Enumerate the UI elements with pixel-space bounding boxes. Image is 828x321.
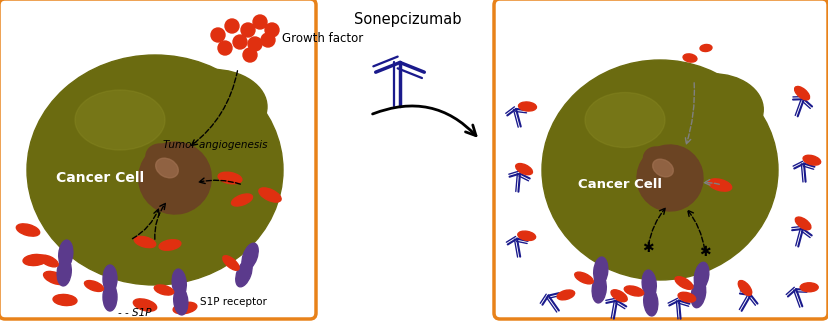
- Text: Cancer Cell: Cancer Cell: [577, 178, 662, 192]
- Ellipse shape: [642, 270, 656, 298]
- Ellipse shape: [652, 159, 672, 177]
- Text: Sonepcizumab: Sonepcizumab: [354, 12, 461, 27]
- FancyBboxPatch shape: [493, 0, 827, 319]
- Ellipse shape: [75, 90, 165, 150]
- FancyArrowPatch shape: [372, 106, 475, 136]
- Ellipse shape: [542, 60, 777, 280]
- Circle shape: [248, 37, 262, 51]
- Ellipse shape: [134, 236, 156, 247]
- Ellipse shape: [682, 54, 696, 62]
- Ellipse shape: [138, 142, 211, 214]
- Ellipse shape: [133, 299, 156, 311]
- Text: Growth factor: Growth factor: [282, 31, 363, 45]
- Ellipse shape: [103, 283, 117, 311]
- Ellipse shape: [794, 217, 810, 230]
- Text: S1P receptor: S1P receptor: [200, 297, 267, 307]
- Ellipse shape: [156, 158, 178, 178]
- Ellipse shape: [738, 281, 751, 295]
- Ellipse shape: [40, 255, 58, 267]
- Ellipse shape: [235, 260, 252, 287]
- Ellipse shape: [574, 272, 593, 284]
- Ellipse shape: [218, 172, 242, 184]
- Ellipse shape: [27, 55, 282, 285]
- Ellipse shape: [242, 243, 258, 270]
- Ellipse shape: [556, 290, 574, 300]
- Ellipse shape: [53, 294, 77, 306]
- Ellipse shape: [518, 231, 535, 240]
- Circle shape: [233, 35, 247, 49]
- Circle shape: [261, 33, 275, 47]
- Ellipse shape: [515, 163, 532, 175]
- Ellipse shape: [662, 74, 763, 145]
- Ellipse shape: [158, 69, 267, 144]
- Ellipse shape: [610, 290, 627, 302]
- Ellipse shape: [799, 283, 817, 292]
- Ellipse shape: [677, 292, 695, 302]
- Text: Tumor angiogenesis: Tumor angiogenesis: [162, 140, 267, 150]
- Ellipse shape: [59, 240, 73, 268]
- Circle shape: [253, 15, 267, 29]
- Circle shape: [224, 19, 238, 33]
- Text: - - S1P: - - S1P: [118, 308, 152, 318]
- Ellipse shape: [223, 256, 239, 270]
- Ellipse shape: [84, 281, 104, 291]
- Circle shape: [243, 48, 257, 62]
- Text: ✱: ✱: [642, 241, 653, 255]
- FancyBboxPatch shape: [0, 0, 315, 319]
- Ellipse shape: [23, 255, 47, 265]
- Ellipse shape: [707, 179, 731, 191]
- Ellipse shape: [693, 262, 708, 290]
- Ellipse shape: [643, 288, 657, 316]
- Ellipse shape: [17, 224, 40, 236]
- Text: ✱: ✱: [698, 245, 710, 259]
- Ellipse shape: [623, 286, 643, 296]
- Circle shape: [211, 28, 224, 42]
- Ellipse shape: [691, 280, 705, 308]
- Ellipse shape: [674, 277, 692, 289]
- Ellipse shape: [585, 92, 664, 148]
- Ellipse shape: [44, 271, 66, 285]
- Ellipse shape: [172, 269, 186, 297]
- Ellipse shape: [699, 45, 711, 52]
- Circle shape: [218, 41, 232, 55]
- Ellipse shape: [231, 194, 253, 206]
- Circle shape: [265, 23, 279, 37]
- Ellipse shape: [794, 86, 809, 100]
- Ellipse shape: [518, 102, 536, 111]
- Ellipse shape: [159, 240, 181, 250]
- Ellipse shape: [643, 147, 667, 169]
- Ellipse shape: [154, 285, 174, 295]
- Circle shape: [241, 23, 255, 37]
- Ellipse shape: [593, 257, 607, 285]
- Ellipse shape: [591, 275, 605, 303]
- Ellipse shape: [174, 287, 188, 315]
- Ellipse shape: [103, 265, 117, 293]
- Text: Cancer Cell: Cancer Cell: [55, 171, 144, 185]
- Ellipse shape: [57, 258, 71, 286]
- Ellipse shape: [258, 188, 281, 202]
- Ellipse shape: [173, 302, 196, 314]
- Ellipse shape: [146, 144, 174, 168]
- Ellipse shape: [636, 145, 702, 211]
- Ellipse shape: [802, 155, 820, 165]
